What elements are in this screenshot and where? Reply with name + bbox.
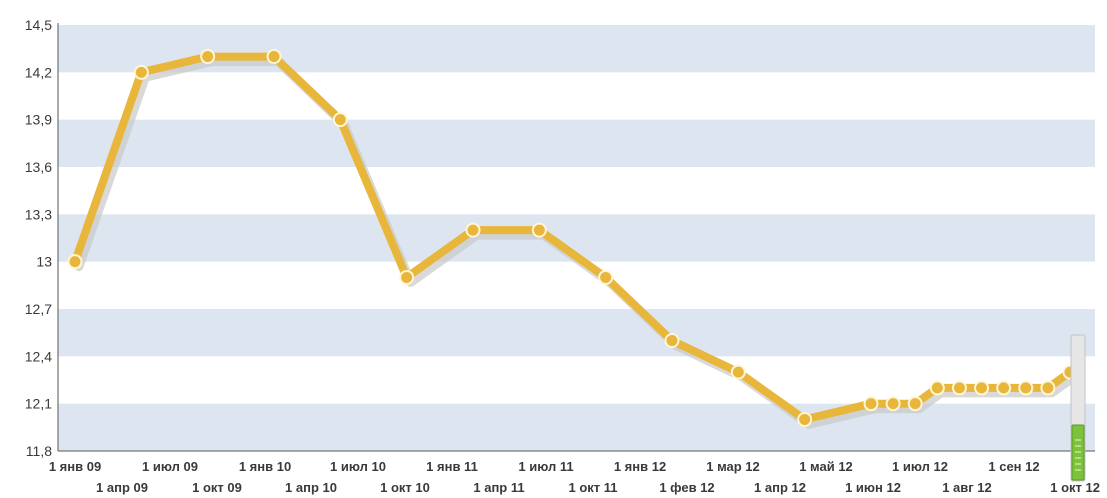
x-tick-label: 1 апр 09 (96, 480, 148, 495)
data-point[interactable] (885, 396, 901, 412)
range-scroll-handle[interactable] (1070, 334, 1086, 482)
data-point[interactable] (598, 269, 614, 285)
y-axis-ticks: 11,8 12,1 12,4 12,7 13 13,3 13,6 13,9 14,2 14,5 (25, 17, 52, 459)
grid-band (58, 309, 1095, 357)
x-tick-label: 1 янв 10 (239, 459, 291, 474)
data-point[interactable] (1018, 380, 1034, 396)
y-tick-label: 14,2 (25, 64, 52, 80)
y-tick-label: 12,7 (25, 301, 52, 317)
x-tick-label: 1 янв 11 (426, 459, 478, 474)
x-tick-label: 1 апр 12 (754, 480, 806, 495)
data-point[interactable] (332, 112, 348, 128)
data-point[interactable] (266, 49, 282, 65)
y-tick-label: 11,8 (26, 443, 52, 459)
data-point[interactable] (907, 396, 923, 412)
y-tick-label: 14,5 (25, 17, 52, 33)
x-tick-label: 1 авг 12 (942, 480, 992, 495)
data-point[interactable] (951, 380, 967, 396)
data-point[interactable] (664, 333, 680, 349)
x-tick-label: 1 окт 11 (568, 480, 617, 495)
x-tick-label: 1 окт 10 (380, 480, 430, 495)
x-tick-label: 1 окт 09 (192, 480, 242, 495)
data-point[interactable] (133, 64, 149, 80)
x-axis-ticks: 1 янв 09 1 июл 09 1 янв 10 1 июл 10 1 янв 11… (49, 459, 1100, 495)
y-tick-label: 13,6 (25, 159, 52, 175)
x-tick-label: 1 окт 12 (1050, 480, 1100, 495)
data-point[interactable] (730, 364, 746, 380)
x-tick-label: 1 фев 12 (659, 480, 714, 495)
axes (57, 23, 1095, 452)
data-point[interactable] (531, 222, 547, 238)
x-tick-label: 1 апр 10 (285, 480, 337, 495)
grid-band (58, 403, 1095, 451)
data-point[interactable] (67, 254, 83, 270)
x-tick-label: 1 сен 12 (988, 459, 1039, 474)
grid-band (58, 119, 1095, 167)
y-tick-label: 13,9 (25, 112, 52, 128)
data-point[interactable] (996, 380, 1012, 396)
data-point[interactable] (399, 269, 415, 285)
data-point[interactable] (863, 396, 879, 412)
x-tick-label: 1 июл 12 (892, 459, 948, 474)
x-tick-label: 1 апр 11 (473, 480, 524, 495)
x-tick-label: 1 июл 09 (142, 459, 198, 474)
data-point[interactable] (929, 380, 945, 396)
data-point[interactable] (1040, 380, 1056, 396)
y-tick-label: 12,1 (25, 396, 52, 412)
y-tick-label: 12,4 (25, 348, 52, 364)
x-tick-label: 1 июн 12 (845, 480, 901, 495)
y-tick-label: 13,3 (25, 206, 52, 222)
x-tick-label: 1 июл 11 (518, 459, 573, 474)
y-tick-label: 13 (36, 254, 52, 270)
x-tick-label: 1 янв 12 (614, 459, 666, 474)
data-point[interactable] (974, 380, 990, 396)
x-tick-label: 1 янв 09 (49, 459, 101, 474)
data-point[interactable] (797, 411, 813, 427)
data-point[interactable] (465, 222, 481, 238)
x-tick-label: 1 мар 12 (706, 459, 760, 474)
x-tick-label: 1 май 12 (799, 459, 853, 474)
x-tick-label: 1 июл 10 (330, 459, 386, 474)
series-line (71, 52, 1074, 424)
data-point[interactable] (200, 49, 216, 65)
